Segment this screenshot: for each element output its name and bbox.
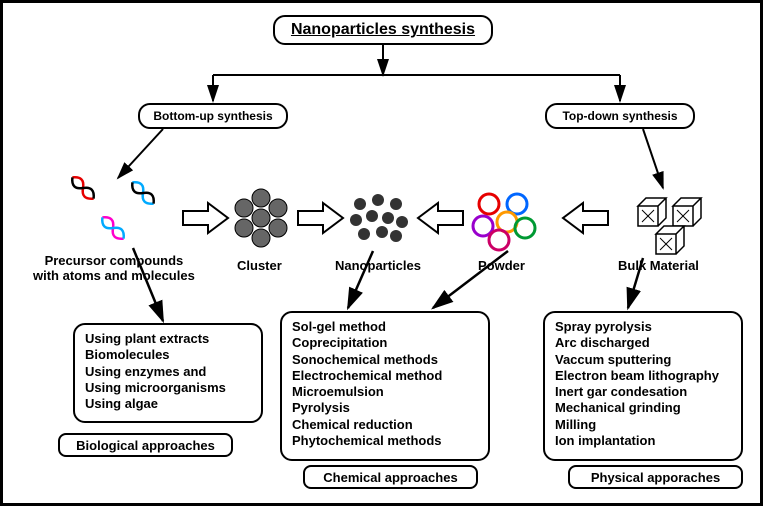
top-down-box: Top-down synthesis [545, 103, 695, 129]
biological-label: Biological approaches [76, 438, 215, 453]
chemical-label-box: Chemical approaches [303, 465, 478, 489]
arrow-cluster-nano [298, 203, 343, 233]
list-item: Sol-gel method [292, 319, 478, 335]
physical-label-box: Physical apporaches [568, 465, 743, 489]
biological-label-box: Biological approaches [58, 433, 233, 457]
nanoparticles-label: Nanoparticles [335, 258, 421, 273]
list-item: Spray pyrolysis [555, 319, 731, 335]
list-item: Electron beam lithography [555, 368, 731, 384]
list-item: Using algae [85, 396, 251, 412]
chemical-label: Chemical approaches [323, 470, 457, 485]
list-item: Using plant extracts [85, 331, 251, 347]
list-item: Inert gar condesation [555, 384, 731, 400]
precursor-line2: with atoms and molecules [33, 268, 195, 283]
cluster-icon [235, 189, 287, 247]
list-item: Pyrolysis [292, 400, 478, 416]
cluster-label: Cluster [237, 258, 282, 273]
list-item: Using microorganisms [85, 380, 251, 396]
biological-list-box: Using plant extractsBiomoleculesUsing en… [73, 323, 263, 423]
title-text: Nanoparticles synthesis [291, 21, 475, 39]
chemical-list-box: Sol-gel methodCoprecipitationSonochemica… [280, 311, 490, 461]
title-box: Nanoparticles synthesis [273, 15, 493, 45]
powder-icon [473, 194, 535, 250]
top-down-label: Top-down synthesis [562, 109, 677, 123]
list-item: Sonochemical methods [292, 352, 478, 368]
powder-label: Powder [478, 258, 525, 273]
list-item: Electrochemical method [292, 368, 478, 384]
physical-label: Physical apporaches [591, 470, 720, 485]
list-item: Milling [555, 417, 731, 433]
arrow-bulk-powder [563, 203, 608, 233]
nanoparticles-icon [350, 194, 408, 242]
list-item: Arc discharged [555, 335, 731, 351]
list-item: Chemical reduction [292, 417, 478, 433]
arrow-powder-nano [418, 203, 463, 233]
diagram-canvas: Nanoparticles synthesis Bottom-up synthe… [0, 0, 763, 506]
list-item: Vaccum sputtering [555, 352, 731, 368]
bottom-up-label: Bottom-up synthesis [153, 109, 272, 123]
arrow-precursor-cluster [183, 203, 228, 233]
list-item: Ion implantation [555, 433, 731, 449]
precursor-icon [69, 174, 97, 202]
list-item: Using enzymes and [85, 364, 251, 380]
list-item: Phytochemical methods [292, 433, 478, 449]
bulk-material-label: Bulk Material [618, 258, 699, 273]
list-item: Biomolecules [85, 347, 251, 363]
precursor-line1: Precursor compounds [33, 253, 195, 268]
bottom-up-box: Bottom-up synthesis [138, 103, 288, 129]
list-item: Coprecipitation [292, 335, 478, 351]
list-item: Mechanical grinding [555, 400, 731, 416]
list-item: Microemulsion [292, 384, 478, 400]
precursor-label: Precursor compounds with atoms and molec… [33, 253, 195, 283]
physical-list-box: Spray pyrolysisArc dischargedVaccum sput… [543, 311, 743, 461]
bulk-material-icon [638, 198, 701, 254]
